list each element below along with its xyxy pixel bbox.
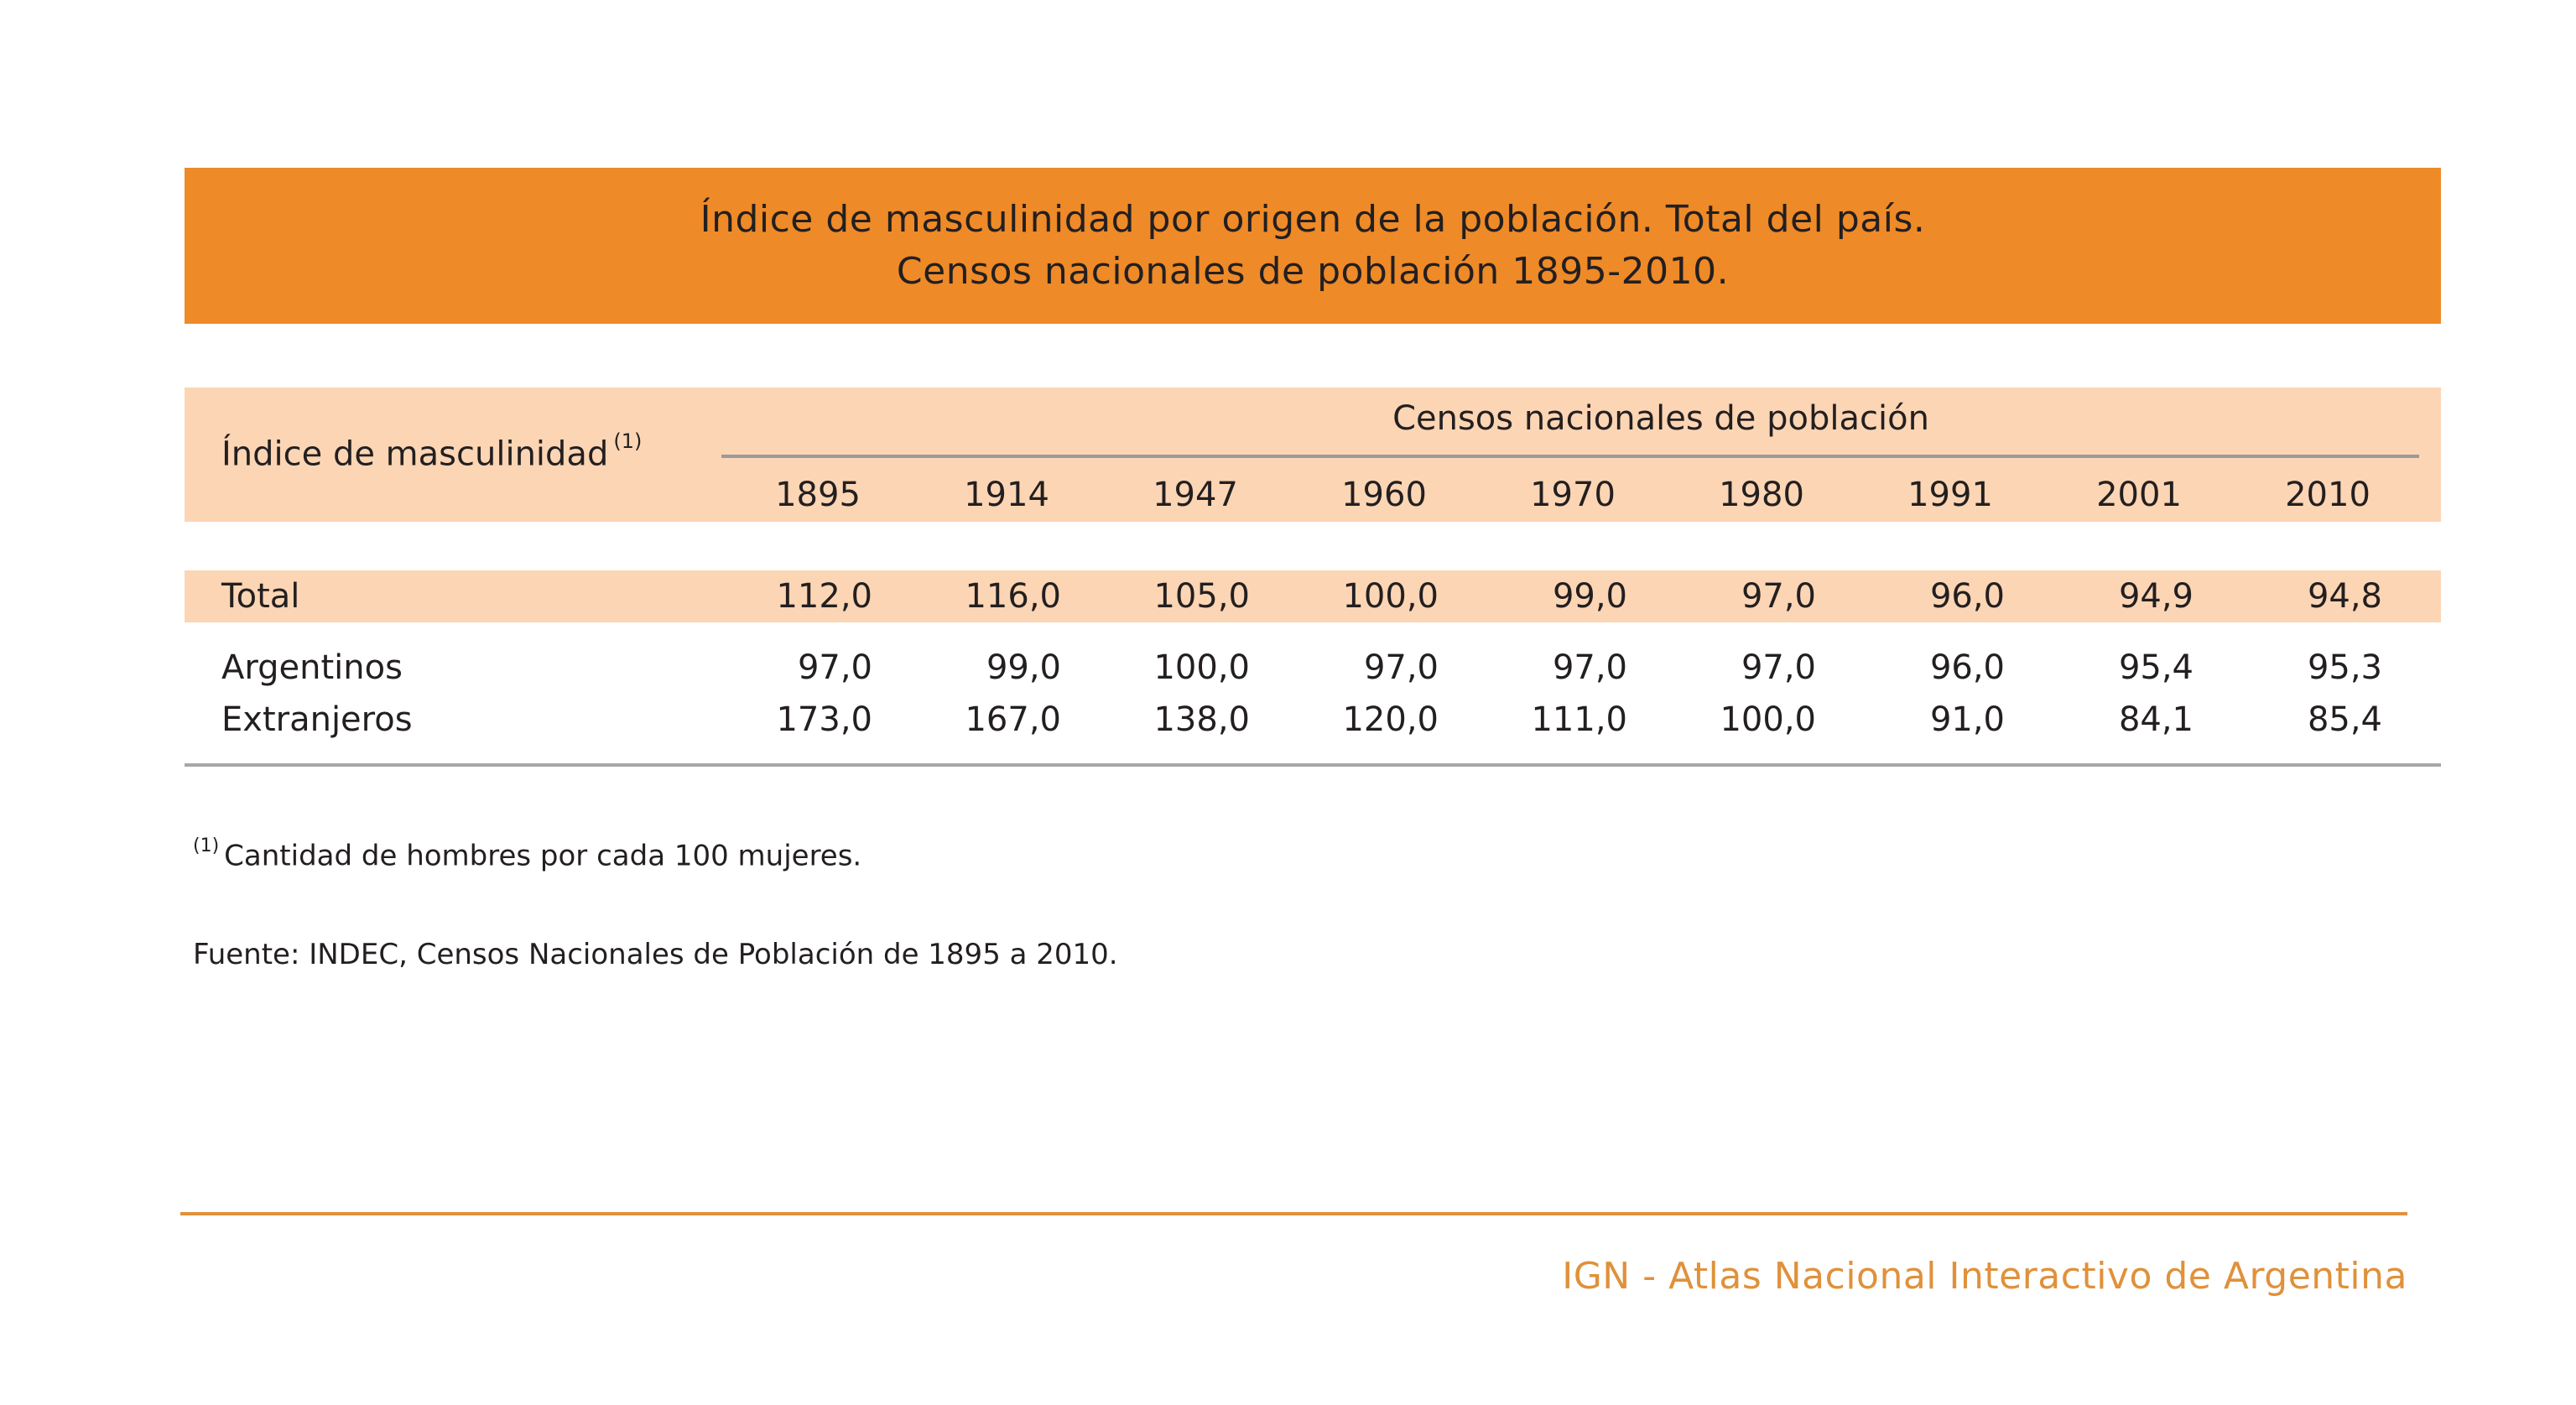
cell-extranjeros-1980: 100,0 [1720, 700, 1816, 739]
cell-extranjeros-1947: 138,0 [1153, 700, 1250, 739]
year-header-1970: 1970 [1530, 476, 1616, 514]
year-header-2010: 2010 [2285, 476, 2370, 514]
year-header-1960: 1960 [1341, 476, 1427, 514]
footnote-marker: (1) [193, 835, 220, 856]
cell-argentinos-2001: 95,4 [2118, 648, 2194, 687]
footnote-text: Cantidad de hombres por cada 100 mujeres… [224, 839, 862, 873]
table-row-total: Total 112,0 116,0 105,0 100,0 99,0 97,0 … [0, 571, 2576, 622]
table-title-line-2: Censos nacionales de población 1895-2010… [896, 250, 1730, 293]
cell-extranjeros-2010: 85,4 [2307, 700, 2382, 739]
table-bottom-rule [185, 763, 2441, 767]
table-row-argentinos: Argentinos 97,0 99,0 100,0 97,0 97,0 97,… [0, 643, 2576, 693]
title-band: Índice de masculinidad por origen de la … [185, 168, 2441, 324]
cell-argentinos-1970: 97,0 [1552, 648, 1627, 687]
row-label-argentinos: Argentinos [221, 648, 403, 687]
cell-argentinos-1980: 97,0 [1741, 648, 1816, 687]
year-header-1991: 1991 [1907, 476, 1993, 514]
year-header-1895: 1895 [775, 476, 861, 514]
cell-total-1970: 99,0 [1552, 577, 1627, 616]
cell-extranjeros-1960: 120,0 [1342, 700, 1439, 739]
row-header-note-marker: (1) [613, 429, 643, 453]
group-header-rule [721, 455, 2419, 458]
cell-total-1960: 100,0 [1342, 577, 1439, 616]
row-label-extranjeros: Extranjeros [221, 700, 413, 739]
cell-total-2010: 94,8 [2307, 577, 2382, 616]
year-header-1980: 1980 [1719, 476, 1804, 514]
cell-extranjeros-1914: 167,0 [965, 700, 1061, 739]
table-row-extranjeros: Extranjeros 173,0 167,0 138,0 120,0 111,… [0, 695, 2576, 745]
footer-credit: IGN - Atlas Nacional Interactivo de Arge… [1562, 1255, 2407, 1298]
cell-extranjeros-1991: 91,0 [1929, 700, 2005, 739]
cell-total-2001: 94,9 [2118, 577, 2194, 616]
cell-argentinos-1991: 96,0 [1929, 648, 2005, 687]
row-header-text: Índice de masculinidad [221, 435, 609, 474]
cell-total-1914: 116,0 [965, 577, 1061, 616]
cell-total-1991: 96,0 [1929, 577, 2005, 616]
row-label-total: Total [221, 577, 300, 616]
total-row-band [185, 570, 2441, 622]
row-header-label: Índice de masculinidad (1) [221, 429, 642, 474]
cell-total-1980: 97,0 [1741, 577, 1816, 616]
cell-argentinos-2010: 95,3 [2307, 648, 2382, 687]
year-header-2001: 2001 [2096, 476, 2182, 514]
cell-argentinos-1947: 100,0 [1153, 648, 1250, 687]
year-header-row: 1895 1914 1947 1960 1970 1980 1991 2001 … [0, 470, 2576, 520]
table-title-line-1: Índice de masculinidad por origen de la … [700, 198, 1926, 241]
cell-argentinos-1914: 99,0 [986, 648, 1061, 687]
cell-argentinos-1960: 97,0 [1363, 648, 1439, 687]
table-header-band: Índice de masculinidad (1) Censos naciona… [185, 388, 2441, 522]
year-header-1947: 1947 [1153, 476, 1238, 514]
cell-extranjeros-2001: 84,1 [2118, 700, 2194, 739]
footnote: (1) Cantidad de hombres por cada 100 muje… [193, 835, 862, 873]
footer-rule [180, 1212, 2407, 1215]
cell-extranjeros-1970: 111,0 [1531, 700, 1627, 739]
source-note: Fuente: INDEC, Censos Nacionales de Pobl… [193, 938, 1118, 971]
census-group-header: Censos nacionales de población [1392, 399, 1929, 438]
year-header-1914: 1914 [964, 476, 1049, 514]
cell-total-1895: 112,0 [776, 577, 872, 616]
cell-total-1947: 105,0 [1153, 577, 1250, 616]
cell-extranjeros-1895: 173,0 [776, 700, 872, 739]
cell-argentinos-1895: 97,0 [797, 648, 872, 687]
